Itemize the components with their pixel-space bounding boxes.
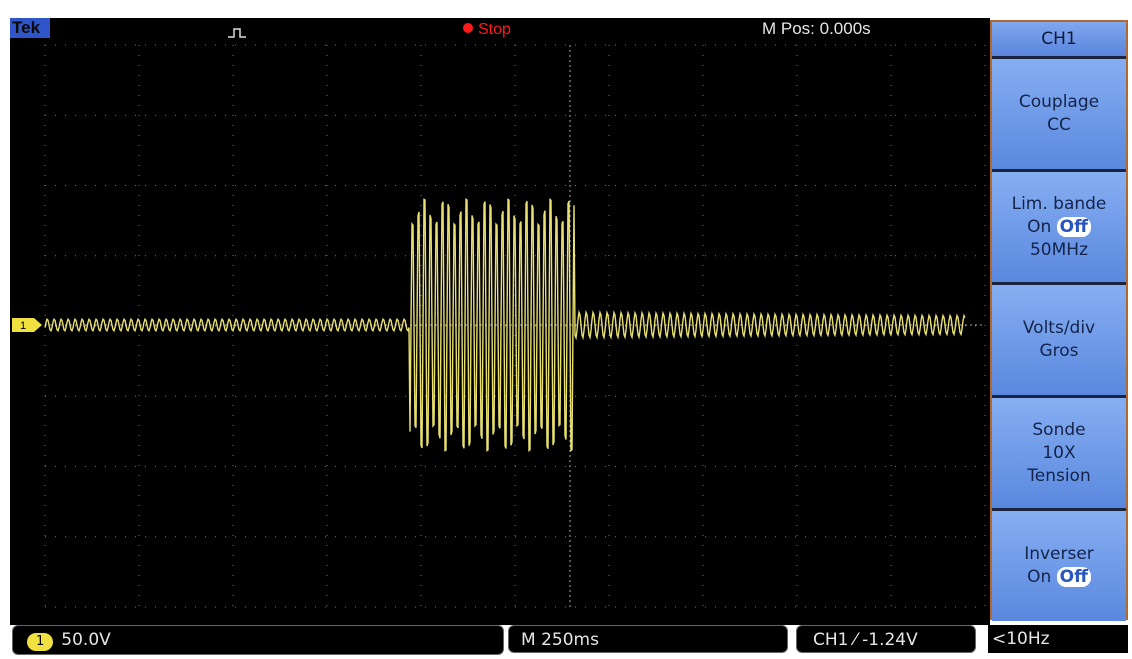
trigger-level: -1.24V <box>862 630 918 650</box>
menu-button[interactable]: Sonde 10X Tension <box>992 398 1126 508</box>
position: M Pos: 0.000s <box>762 19 871 38</box>
timebase: M 250ms <box>508 625 788 653</box>
menu-button[interactable]: Volts/div Gros <box>992 285 1126 395</box>
toggle-on: On <box>1027 217 1051 237</box>
button-label: Sonde <box>992 419 1126 442</box>
menu-title: CH1 <box>992 22 1126 56</box>
trigger-source: CH1 <box>813 630 848 650</box>
button-detail: Tension <box>992 465 1126 488</box>
toggle-off: Off <box>1057 217 1091 237</box>
button-value: CC <box>992 114 1126 137</box>
button-label: Volts/div <box>992 317 1126 340</box>
frequency: <10Hz <box>988 625 1128 653</box>
button-label: Lim. bande <box>992 193 1126 216</box>
display: Tek Stop M Pos: 0.000s 1 <box>0 0 1132 659</box>
volts-div: 50.0V <box>61 630 110 650</box>
menu-button[interactable]: Lim. bande On Off 50MHz <box>992 172 1126 282</box>
oscilloscope-screen: Tek Stop M Pos: 0.000s 1 CH1 Couplage CC… <box>0 0 1132 659</box>
toggle-off: Off <box>1057 567 1091 587</box>
menu-button[interactable]: Inverser On Off <box>992 511 1126 621</box>
trigger-readout: CH1 ⁄ -1.24V <box>796 625 976 653</box>
channel-readout: 1 50.0V <box>12 625 504 655</box>
toggle-on: On <box>1027 567 1051 587</box>
button-value: Gros <box>992 340 1126 363</box>
button-value: 10X <box>992 442 1126 465</box>
status-dot <box>463 23 473 33</box>
button-label: Couplage <box>992 91 1126 114</box>
screen-bg <box>10 18 990 625</box>
channel-badge: 1 <box>27 633 53 651</box>
button-value: 50MHz <box>992 239 1126 262</box>
menu-button[interactable]: Couplage CC <box>992 59 1126 169</box>
status: Stop <box>478 21 511 38</box>
brand: Tek <box>12 18 41 37</box>
ground-label: 1 <box>20 320 26 332</box>
button-label: Inverser <box>992 543 1126 566</box>
menu-panel: CH1 Couplage CC Lim. bande On Off 50MHz … <box>990 20 1128 620</box>
